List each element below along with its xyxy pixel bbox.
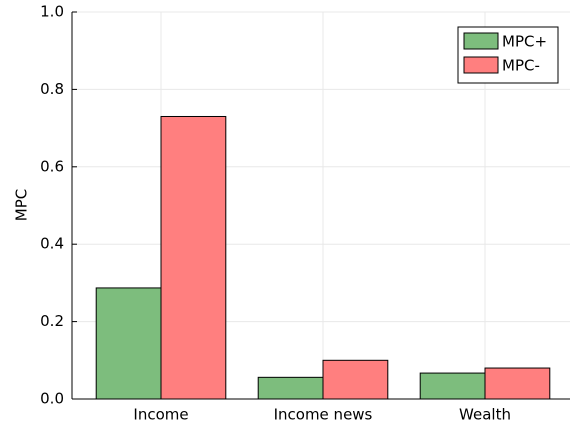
x-tick-label: Income bbox=[133, 406, 188, 424]
x-tick-label: Income news bbox=[274, 406, 373, 424]
y-tick-label: 1.0 bbox=[40, 3, 64, 21]
y-tick-label: 0.6 bbox=[40, 157, 64, 175]
y-tick-label: 0.2 bbox=[40, 312, 64, 330]
legend-label: MPC+ bbox=[502, 33, 547, 51]
y-tick-label: 0.0 bbox=[40, 390, 64, 408]
legend-label: MPC- bbox=[502, 57, 540, 75]
bar bbox=[419, 372, 486, 400]
bar bbox=[322, 359, 389, 400]
y-tick-label: 0.8 bbox=[40, 80, 64, 98]
y-tick-label: 0.4 bbox=[40, 235, 64, 253]
legend-swatch bbox=[463, 56, 499, 74]
bar bbox=[257, 376, 324, 400]
bar bbox=[95, 287, 162, 400]
bar bbox=[160, 115, 227, 400]
legend-box bbox=[457, 26, 559, 84]
bar bbox=[484, 367, 551, 400]
legend-swatch bbox=[463, 32, 499, 50]
x-tick-label: Wealth bbox=[459, 406, 511, 424]
y-axis-label: MPC bbox=[13, 189, 31, 221]
